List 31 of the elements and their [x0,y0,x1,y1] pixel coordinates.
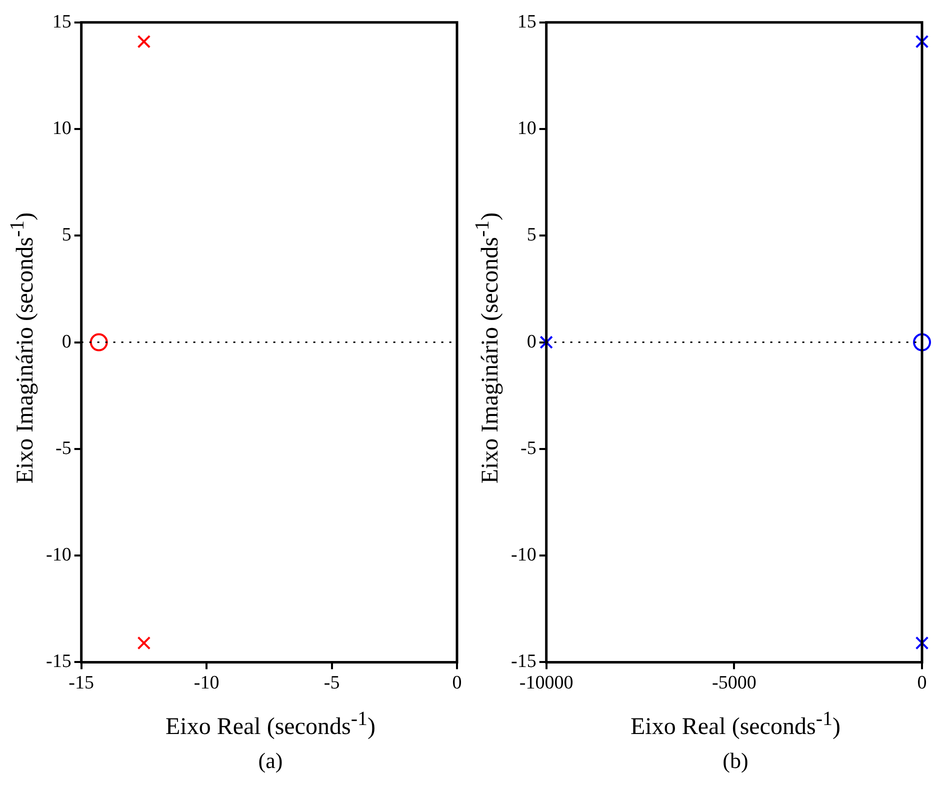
point [915,636,929,650]
text: (b) [722,748,750,774]
x-tick-label: 0 [917,672,927,694]
y-tick-label: 10 [52,118,72,140]
point [137,636,151,650]
point [137,34,151,48]
y-tick-label: 0 [526,331,536,352]
x-tick-label: -10 [194,672,220,694]
y-tick-label: -10 [46,544,72,566]
y-tick-label: 15 [52,11,72,32]
point [540,336,553,349]
x-axis-title: Eixo Real (seconds$^{-1}$) [630,708,842,741]
x-axis-title: Eixo Real (seconds$^{-1}$) [164,708,376,741]
point [915,34,929,48]
y-tick-label: 15 [517,11,536,32]
y-tick-label: 5 [62,224,72,246]
y-tick-label: -15 [46,651,72,672]
y-tick-label: -10 [511,544,536,566]
x-tick-label: 0 [452,672,462,694]
point [913,333,931,352]
x-tick-label: -5 [324,672,340,694]
y-tick-label: -5 [56,438,72,459]
x-tick-label: -5000 [712,672,756,694]
y-tick-label: 0 [62,331,72,352]
text: (a) [257,748,284,774]
point [90,333,108,352]
x-tick-label: -10000 [519,672,574,694]
y-tick-label: 5 [526,224,536,246]
y-tick-label: -5 [520,438,536,459]
y-tick-label: 10 [517,118,536,140]
y-tick-label: -15 [511,651,536,672]
